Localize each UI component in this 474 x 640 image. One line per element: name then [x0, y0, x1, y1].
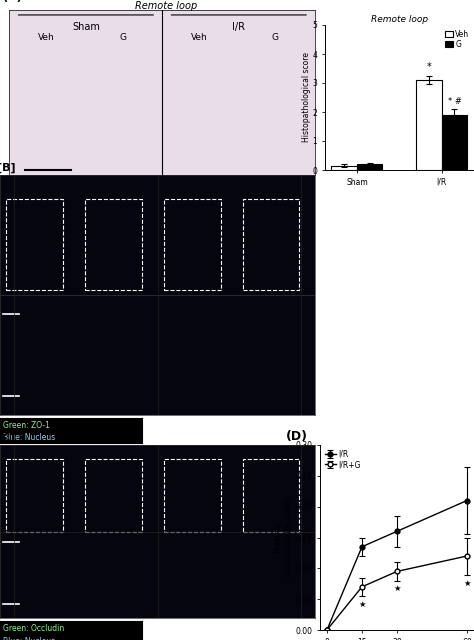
Text: Veh: Veh [191, 33, 208, 42]
Text: ★: ★ [393, 584, 401, 593]
Text: G: G [119, 33, 126, 42]
Bar [416, 80, 442, 170]
Y-axis label: Plasma
gadodiamide (mM): Plasma gadodiamide (mM) [273, 498, 292, 577]
Title: Remote loop: Remote loop [371, 15, 428, 24]
Text: Green: Occludin: Green: Occludin [3, 624, 64, 633]
Text: Green: ZO-1: Green: ZO-1 [3, 421, 50, 430]
Text: Blue: Nucleus: Blue: Nucleus [3, 637, 55, 640]
Y-axis label: Histopathological score: Histopathological score [302, 52, 311, 143]
Text: I/R: I/R [232, 22, 245, 31]
Bar [331, 166, 357, 170]
Text: (C): (C) [0, 433, 15, 444]
Legend: Veh, G: Veh, G [445, 29, 470, 49]
Text: [B]: [B] [0, 163, 16, 173]
Text: (A): (A) [3, 0, 22, 2]
Text: *: * [427, 62, 431, 72]
Text: * #: * # [447, 97, 461, 106]
Text: (D): (D) [286, 430, 308, 443]
Text: Remote loop: Remote loop [135, 1, 197, 12]
Text: Sham: Sham [72, 22, 100, 31]
Legend: I/R, I/R+G: I/R, I/R+G [324, 449, 362, 470]
Bar [357, 164, 383, 170]
Bar [442, 115, 467, 170]
Text: G: G [272, 33, 279, 42]
Text: ★: ★ [463, 579, 471, 588]
Text: Veh: Veh [38, 33, 55, 42]
Text: Blue: Nucleus: Blue: Nucleus [3, 433, 55, 442]
Text: ★: ★ [358, 600, 366, 609]
